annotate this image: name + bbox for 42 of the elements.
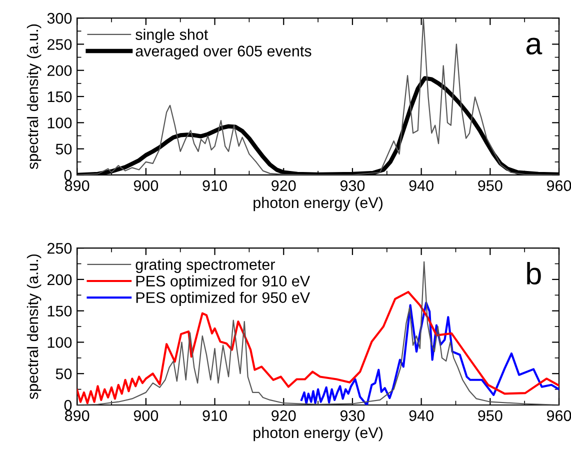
- y-tick-label: 200: [48, 274, 72, 286]
- x-tick-label: 960: [546, 410, 571, 422]
- x-tick-label: 900: [134, 410, 158, 422]
- annotation: a: [526, 38, 542, 54]
- y-axis-title: spectral density (a.u.): [26, 254, 42, 400]
- y-tick-label: 300: [47, 12, 72, 24]
- y-tick-label: 100: [48, 337, 72, 348]
- x-axis-title: photon energy (eV): [254, 196, 382, 212]
- x-tick-label: 890: [65, 180, 90, 192]
- x-tick-label: 930: [340, 410, 365, 422]
- y-tick-label: 50: [56, 144, 72, 155]
- x-tick-label: 920: [272, 410, 296, 422]
- x-tick-label: 900: [134, 180, 158, 192]
- y-tick-label: 250: [48, 39, 72, 50]
- y-tick-label: 150: [48, 306, 72, 317]
- x-tick-label: 890: [65, 410, 90, 422]
- legend-label: grating spectrometer: [136, 258, 275, 273]
- line-series: [300, 302, 560, 405]
- x-tick-label: 910: [202, 410, 227, 422]
- x-tick-label: 960: [546, 180, 571, 192]
- y-tick-label: 200: [48, 65, 72, 76]
- annotation: b: [527, 262, 541, 285]
- legend-label: PES optimized for 910 eV: [136, 275, 310, 290]
- x-tick-label: 940: [409, 180, 434, 192]
- y-tick-label: 50: [56, 368, 72, 380]
- y-tick-label: 100: [48, 118, 72, 128]
- legend-label: averaged over 605 events: [136, 45, 312, 60]
- x-tick-label: 930: [340, 180, 365, 192]
- x-tick-label: 920: [272, 180, 296, 192]
- x-axis-title: photon energy (eV): [254, 426, 382, 442]
- y-tick-label: 0: [64, 400, 72, 411]
- x-tick-label: 910: [202, 180, 227, 192]
- y-axis-title: spectral density (a.u.): [26, 24, 42, 170]
- legend-label: PES optimized for 950 eV: [136, 292, 310, 306]
- line-series: [77, 18, 560, 175]
- x-tick-label: 950: [478, 180, 502, 192]
- x-tick-label: 950: [478, 410, 502, 422]
- y-tick-label: 150: [48, 91, 72, 102]
- y-tick-label: 0: [64, 170, 72, 181]
- legend-label: single shot: [136, 28, 208, 43]
- x-tick-label: 940: [409, 410, 434, 422]
- y-tick-label: 250: [48, 242, 72, 254]
